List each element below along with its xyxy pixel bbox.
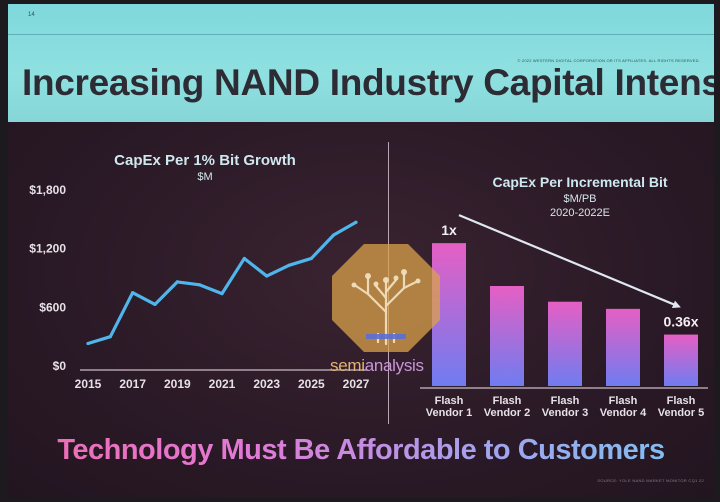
watermark-text-b: analysis <box>364 356 424 375</box>
bar-annotation: 1x <box>441 222 457 238</box>
line-chart-subtitle: $M <box>197 171 213 183</box>
y-tick-label: $600 <box>39 300 66 314</box>
data-point <box>175 280 179 284</box>
bar-category-label: Flash <box>493 395 522 407</box>
slide-header: 14 © 2022 WESTERN DIGITAL CORPORATION OR… <box>8 4 714 122</box>
bar <box>548 301 582 386</box>
bar-category-label: Flash <box>609 395 638 407</box>
bar-category-label: Vendor 4 <box>600 407 647 419</box>
data-point <box>153 302 157 306</box>
bar-chart-period: 2020-2022E <box>550 207 610 219</box>
x-tick-label: 2027 <box>343 377 370 391</box>
bar-annotation: 0.36x <box>663 314 698 330</box>
x-tick-label: 2019 <box>164 377 191 391</box>
watermark-text-a: semi <box>330 356 365 375</box>
data-point <box>354 220 358 224</box>
copyright-text: © 2022 WESTERN DIGITAL CORPORATION OR IT… <box>517 58 700 63</box>
bar <box>606 308 640 386</box>
bar-chart-subtitle: $M/PB <box>563 193 597 205</box>
data-point <box>287 263 291 267</box>
slide-tagline: Technology Must Be Affordable to Custome… <box>8 434 714 467</box>
bar-chart-title: CapEx Per Incremental Bit <box>492 174 668 190</box>
data-point <box>198 283 202 287</box>
data-point <box>220 292 224 296</box>
y-tick-label: $1,200 <box>29 242 66 256</box>
bar-category-label: Flash <box>667 395 696 407</box>
watermark-text: semianalysis <box>330 356 424 376</box>
bar-category-label: Vendor 3 <box>542 407 588 419</box>
x-tick-label: 2025 <box>298 377 325 391</box>
data-point <box>86 341 90 346</box>
tree-icon <box>354 272 418 346</box>
line-chart-title: CapEx Per 1% Bit Growth <box>114 152 296 169</box>
slide-screen: 14 © 2022 WESTERN DIGITAL CORPORATION OR… <box>8 4 714 498</box>
data-point <box>131 291 135 295</box>
x-tick-label: 2023 <box>253 377 280 391</box>
watermark-logo <box>332 244 440 352</box>
data-point <box>332 233 336 237</box>
data-point <box>108 335 112 339</box>
bar <box>664 334 698 386</box>
source-note: SOURCE: YOLE NAND MARKET MONITOR CQ1 22 <box>597 478 704 483</box>
bar-category-label: Flash <box>551 395 580 407</box>
y-tick-label: $0 <box>53 359 67 373</box>
trend-arrow <box>458 214 681 308</box>
x-tick-label: 2017 <box>119 377 146 391</box>
x-tick-label: 2015 <box>75 377 102 391</box>
x-tick-label: 2021 <box>209 377 236 391</box>
slide-number: 14 <box>28 12 35 18</box>
y-tick-label: $1,800 <box>29 183 66 197</box>
data-point <box>265 274 269 278</box>
bar-category-label: Vendor 5 <box>658 407 704 419</box>
header-rule <box>8 34 714 35</box>
bar <box>490 286 524 386</box>
bar-category-label: Flash <box>435 395 464 407</box>
data-point <box>309 256 313 261</box>
slide-title: Increasing NAND Industry Capital Intensi… <box>22 62 714 103</box>
bar-category-label: Vendor 1 <box>426 407 472 419</box>
line-chart: $0 $600 $1,200 $1,800 2015 2017 2019 2021 2023 20… <box>29 183 370 391</box>
data-point <box>242 256 246 261</box>
bar-category-label: Vendor 2 <box>484 407 530 419</box>
